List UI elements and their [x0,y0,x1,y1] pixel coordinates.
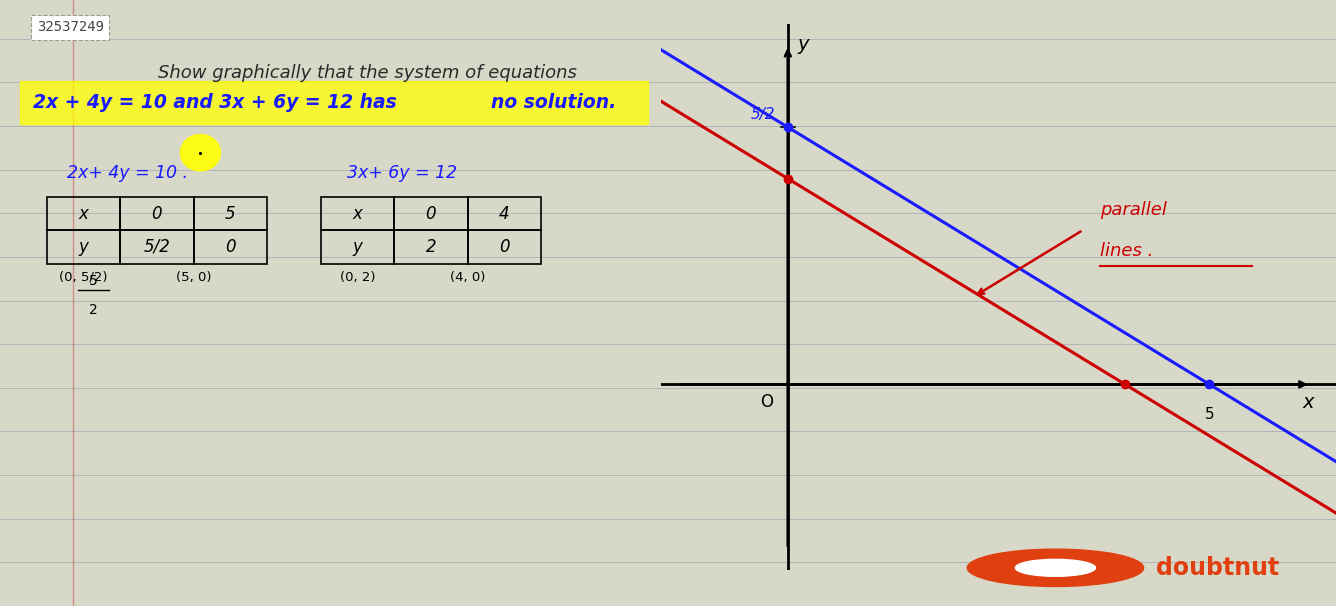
Bar [194,230,267,264]
Text: 0: 0 [226,238,235,256]
Text: 0: 0 [500,238,509,256]
Text: 2: 2 [426,238,436,256]
Text: x: x [79,205,88,222]
Circle shape [967,549,1144,587]
Text: 0: 0 [152,205,162,222]
Text: y: y [798,35,810,54]
Text: y: y [79,238,88,256]
Bar [120,230,194,264]
Text: O: O [760,393,772,411]
Bar [194,197,267,230]
Bar [468,230,541,264]
Text: 2x + 4y = 10 and 3x + 6y = 12 has: 2x + 4y = 10 and 3x + 6y = 12 has [33,93,403,112]
Bar [20,81,648,124]
Bar [468,197,541,230]
Text: 5: 5 [90,274,98,288]
Bar [47,197,120,230]
Text: 5: 5 [1205,407,1214,422]
Bar [321,197,394,230]
Bar [394,230,468,264]
Text: (5, 0): (5, 0) [176,271,211,284]
Text: 5/2: 5/2 [143,238,171,256]
Text: 32537249: 32537249 [37,20,104,35]
Text: 4: 4 [500,205,509,222]
Text: 3x+ 6y = 12: 3x+ 6y = 12 [347,164,457,182]
Text: parallel: parallel [1100,201,1166,219]
Text: 2x+ 4y = 10 .: 2x+ 4y = 10 . [67,164,188,182]
Text: x: x [353,205,362,222]
Text: 2: 2 [90,303,98,317]
Bar [47,230,120,264]
Text: 5: 5 [226,205,235,222]
Text: x: x [1303,393,1313,413]
Text: lines .: lines . [1100,242,1153,260]
Circle shape [180,135,220,171]
Bar [120,197,194,230]
Bar [321,230,394,264]
Text: 0: 0 [426,205,436,222]
Text: y: y [353,238,362,256]
Text: Show graphically that the system of equations: Show graphically that the system of equa… [158,64,577,82]
Text: 5/2: 5/2 [751,107,775,122]
Text: (4, 0): (4, 0) [450,271,485,284]
Text: doubtnut: doubtnut [1156,556,1279,580]
Bar [394,197,468,230]
Text: (0, 5/2): (0, 5/2) [59,271,108,284]
Text: (0, 2): (0, 2) [339,271,375,284]
Circle shape [1015,559,1096,576]
Text: no solution.: no solution. [492,93,616,112]
